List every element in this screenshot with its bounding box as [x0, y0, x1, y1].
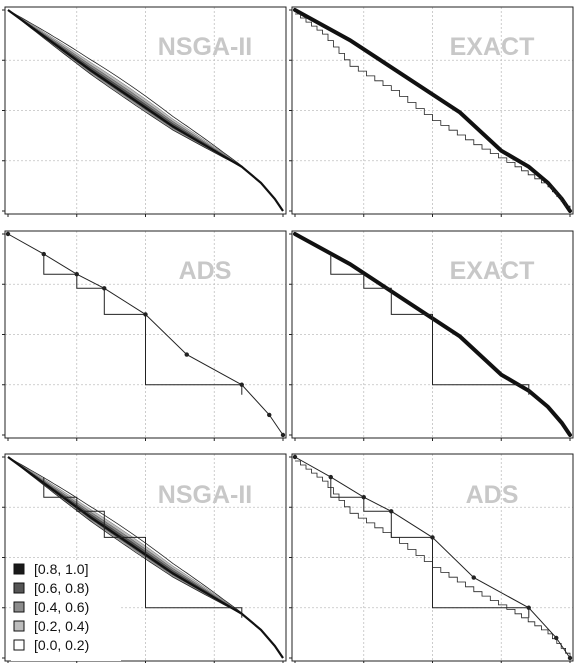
- legend-label-4: [0.0, 0.2): [34, 637, 89, 653]
- legend-swatch-1: [13, 582, 25, 594]
- legend-label-3: [0.2, 0.4): [34, 618, 89, 634]
- front-line-4-0: [7, 456, 284, 659]
- panel-title-6: ADS: [466, 481, 519, 509]
- legend-label-0: [0.8, 1.0]: [34, 561, 88, 577]
- legend-label-1: [0.6, 0.8): [34, 580, 89, 596]
- staircase-3-1: [330, 254, 530, 395]
- panel-1: NSGA-II: [2, 6, 287, 217]
- panel-title-2: EXACT: [450, 33, 535, 61]
- front-point-5-0-0: [292, 454, 298, 460]
- panel-title-1: NSGA-II: [158, 33, 252, 61]
- front-line-0-0: [7, 9, 284, 212]
- legend: [0.8, 1.0] [0.6, 0.8) [0.4, 0.6) [0.2, 0.4)…: [11, 560, 121, 661]
- front-point-5-0-7: [554, 635, 559, 641]
- front-point-2-0-7: [267, 412, 272, 418]
- thin-staircase-1-1: [295, 13, 571, 211]
- staircase-2-1: [43, 254, 243, 395]
- legend-bg: [11, 560, 121, 661]
- panels: NSGA-II EXACT ADS EXACT NSGA-II ADS: [2, 6, 574, 663]
- panel-2: EXACT: [289, 6, 574, 217]
- front-point-2-0-5: [184, 352, 189, 357]
- panel-title-4: EXACT: [450, 257, 535, 285]
- front-point-5-0-1: [328, 474, 333, 480]
- panel-6: ADS: [289, 453, 574, 663]
- legend-swatch-4: [13, 639, 25, 651]
- staircase-5-2: [330, 477, 530, 618]
- panel-3: ADS: [2, 230, 287, 441]
- staircase-4-1: [43, 477, 243, 618]
- front-point-2-0-0: [5, 231, 11, 237]
- front-point-5-0-5: [471, 575, 476, 580]
- legend-label-2: [0.4, 0.6): [34, 599, 89, 615]
- front-point-2-0-8: [280, 432, 286, 438]
- dense-front-line-3-0: [293, 232, 572, 437]
- legend-swatch-0: [13, 563, 25, 575]
- panel-4: EXACT: [289, 230, 574, 441]
- panel-title-3: ADS: [179, 257, 232, 285]
- legend-swatch-3: [13, 620, 25, 632]
- panel-title-5: NSGA-II: [158, 481, 252, 509]
- legend-swatch-2: [13, 601, 25, 613]
